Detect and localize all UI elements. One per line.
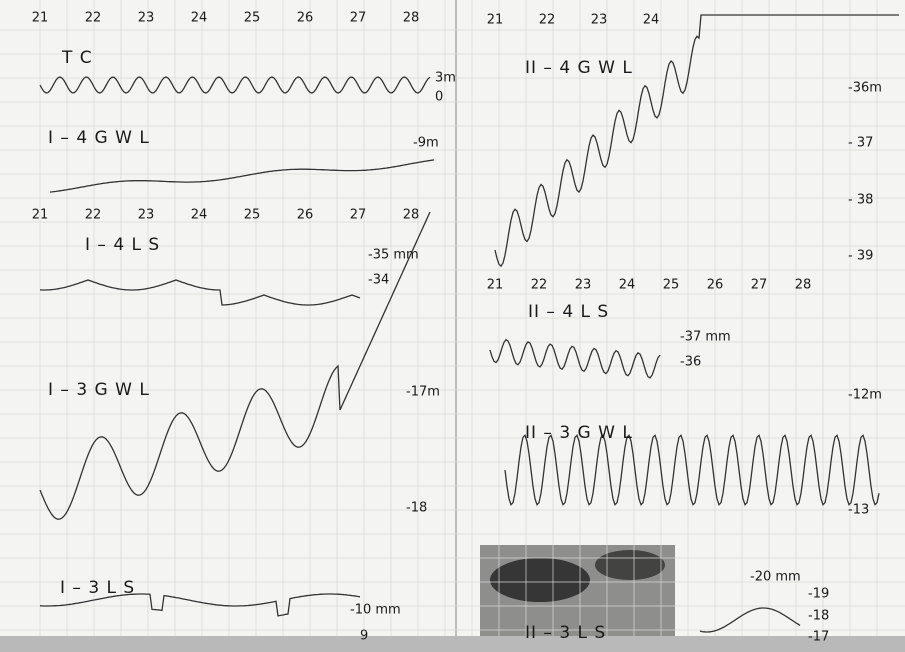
- ink-blot: [595, 550, 665, 580]
- tide-trace: [39, 76, 431, 94]
- panel-label: II – 4 L S: [528, 302, 609, 322]
- ls-trace: [39, 279, 361, 306]
- date-label: 23: [138, 208, 155, 223]
- panel-label: I – 4 G W L: [48, 128, 150, 148]
- date-label: 22: [539, 13, 556, 28]
- gwl-trace: [494, 14, 899, 268]
- ls-trace: [489, 338, 661, 379]
- date-label: 28: [795, 278, 812, 293]
- date-label: 24: [191, 208, 208, 223]
- scale-label: -10 mm: [350, 603, 401, 618]
- date-label: 22: [85, 208, 102, 223]
- scale-label: 0: [435, 90, 443, 105]
- gwl-trace: [39, 211, 431, 520]
- scale-label: - 38: [848, 193, 873, 208]
- scale-label: -18: [808, 609, 829, 624]
- panel-label: I – 3 G W L: [48, 380, 150, 400]
- panel-label: I – 4 L S: [85, 235, 160, 255]
- ls-trace: [39, 593, 361, 617]
- date-label: 26: [707, 278, 724, 293]
- date-label: 24: [191, 11, 208, 26]
- date-label: 27: [350, 11, 367, 26]
- scale-label: - 39: [848, 249, 873, 264]
- date-label: 27: [350, 208, 367, 223]
- scale-label: -36m: [848, 81, 882, 96]
- panel-label: I – 3 L S: [60, 578, 135, 598]
- date-label: 21: [32, 208, 49, 223]
- date-label: 25: [244, 11, 261, 26]
- gwl-trace: [49, 159, 435, 193]
- scale-label: -19: [808, 587, 829, 602]
- date-label: 23: [138, 11, 155, 26]
- date-label: 25: [244, 208, 261, 223]
- gwl-trace: [504, 434, 880, 506]
- scale-label: -12m: [848, 388, 882, 403]
- date-label: 22: [531, 278, 548, 293]
- scale-label: -35 mm: [368, 248, 419, 263]
- scale-label: -9m: [413, 136, 439, 151]
- date-label: 21: [32, 11, 49, 26]
- date-label: 21: [487, 278, 504, 293]
- ink-blot: [490, 558, 590, 602]
- scale-label: -20 mm: [750, 570, 801, 585]
- date-label: 22: [85, 11, 102, 26]
- scale-label: -13: [848, 503, 869, 518]
- date-label: 23: [591, 13, 608, 28]
- date-label: 26: [297, 208, 314, 223]
- scale-label: -37 mm: [680, 330, 731, 345]
- panel-label: II – 3 G W L: [525, 423, 633, 443]
- date-label: 28: [403, 208, 420, 223]
- scale-label: 3m: [435, 71, 456, 86]
- date-label: 26: [297, 11, 314, 26]
- scale-label: -17: [808, 630, 829, 645]
- ls-trace: [699, 607, 801, 633]
- date-label: 23: [575, 278, 592, 293]
- date-label: 27: [751, 278, 768, 293]
- panel-label: II – 4 G W L: [525, 58, 633, 78]
- scale-label: 9: [360, 629, 368, 644]
- date-label: 21: [487, 13, 504, 28]
- date-label: 28: [403, 11, 420, 26]
- scale-label: -34: [368, 273, 389, 288]
- scale-label: -36: [680, 355, 701, 370]
- panel-label: II – 3 L S: [525, 623, 606, 643]
- bottom-edge: [0, 636, 905, 652]
- scale-label: -17m: [406, 385, 440, 400]
- date-label: 25: [663, 278, 680, 293]
- date-label: 24: [619, 278, 636, 293]
- date-label: 24: [643, 13, 660, 28]
- scale-label: -18: [406, 501, 427, 516]
- scale-label: - 37: [848, 136, 873, 151]
- panel-label: T C: [61, 48, 93, 68]
